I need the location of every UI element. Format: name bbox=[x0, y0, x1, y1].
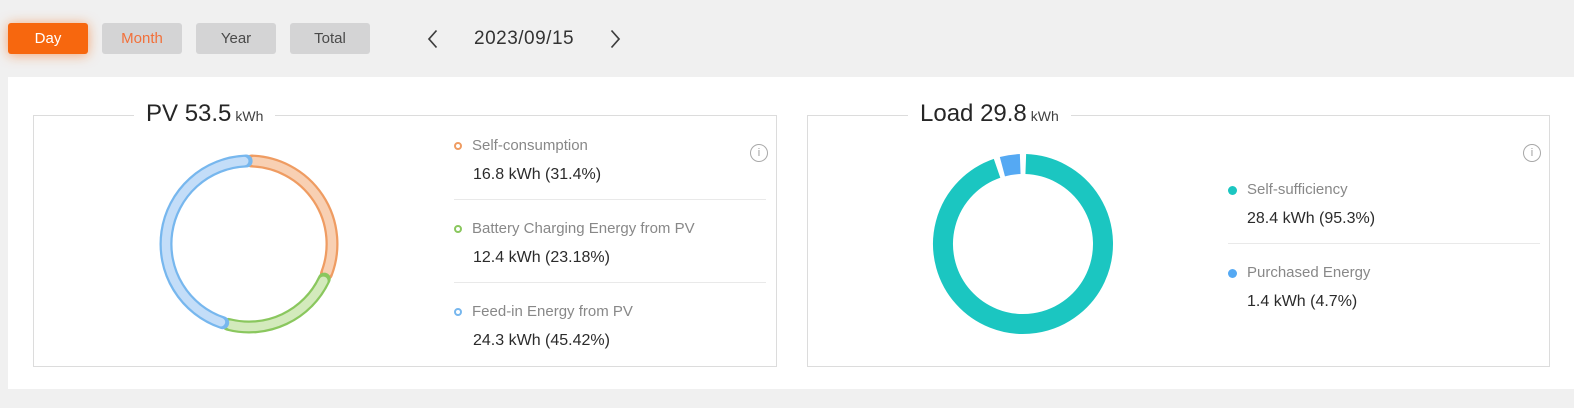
pv-card: PV 53.5 kWh i Self-consumption 16.8 kWh (… bbox=[33, 100, 777, 367]
legend-item: Self-sufficiency 28.4 kWh (95.3%) bbox=[1228, 180, 1540, 229]
legend-label: Battery Charging Energy from PV bbox=[472, 220, 695, 237]
battery-charging-marker-icon bbox=[454, 225, 462, 233]
load-card-title: Load 29.8 kWh bbox=[908, 100, 1071, 128]
purchased-energy-marker-icon bbox=[1228, 268, 1237, 278]
legend-divider bbox=[454, 199, 766, 200]
legend-value: 24.3 kWh (45.42%) bbox=[473, 332, 610, 349]
legend-divider bbox=[1228, 243, 1540, 244]
legend-divider bbox=[454, 282, 766, 283]
tab-total[interactable]: Total bbox=[290, 23, 370, 54]
self-consumption-marker-icon bbox=[454, 142, 462, 150]
legend-value: 1.4 kWh (4.7%) bbox=[1247, 293, 1358, 310]
chevron-right-icon[interactable] bbox=[608, 28, 622, 50]
chevron-left-icon[interactable] bbox=[426, 28, 440, 50]
tab-day[interactable]: Day bbox=[8, 23, 88, 54]
info-icon[interactable]: i bbox=[750, 144, 768, 162]
legend-label: Feed-in Energy from PV bbox=[472, 303, 633, 320]
legend-item: Battery Charging Energy from PV 12.4 kWh… bbox=[454, 219, 766, 268]
pv-donut-chart[interactable] bbox=[149, 144, 349, 344]
tab-year[interactable]: Year bbox=[196, 23, 276, 54]
legend-item: Purchased Energy 1.4 kWh (4.7%) bbox=[1228, 263, 1540, 312]
period-toolbar: Day Month Year Total 2023/09/15 bbox=[0, 0, 1574, 77]
tab-month[interactable]: Month bbox=[102, 23, 182, 54]
load-total-unit: kWh bbox=[1030, 108, 1059, 124]
info-icon[interactable]: i bbox=[1523, 144, 1541, 162]
self-sufficiency-marker-icon bbox=[1228, 185, 1237, 195]
legend-value: 16.8 kWh (31.4%) bbox=[473, 166, 602, 183]
load-card: Load 29.8 kWh i Self-sufficiency 28.4 kWh… bbox=[807, 100, 1550, 367]
pv-title-text: PV bbox=[146, 100, 179, 127]
date-display: 2023/09/15 bbox=[474, 27, 575, 49]
pv-total-unit: kWh bbox=[235, 108, 264, 124]
legend-label: Self-sufficiency bbox=[1247, 181, 1348, 198]
legend-item: Feed-in Energy from PV 24.3 kWh (45.42%) bbox=[454, 302, 766, 351]
legend-value: 28.4 kWh (95.3%) bbox=[1247, 210, 1376, 227]
pv-total-value: 53.5 bbox=[184, 100, 232, 127]
feed-in-marker-icon bbox=[454, 308, 462, 316]
load-legend: Self-sufficiency 28.4 kWh (95.3%) Purcha… bbox=[1228, 180, 1540, 312]
date-navigator: 2023/09/15 bbox=[426, 28, 622, 50]
legend-label: Self-consumption bbox=[472, 137, 588, 154]
pv-legend: Self-consumption 16.8 kWh (31.4%) Batter… bbox=[454, 136, 766, 351]
load-total-value: 29.8 bbox=[980, 100, 1027, 127]
load-donut-chart[interactable] bbox=[923, 144, 1123, 344]
pv-card-title: PV 53.5 kWh bbox=[134, 100, 276, 128]
legend-item: Self-consumption 16.8 kWh (31.4%) bbox=[454, 136, 766, 185]
legend-value: 12.4 kWh (23.18%) bbox=[473, 249, 610, 266]
load-title-text: Load bbox=[920, 100, 974, 127]
charts-panel: PV 53.5 kWh i Self-consumption 16.8 kWh (… bbox=[8, 77, 1574, 389]
legend-label: Purchased Energy bbox=[1247, 264, 1371, 281]
